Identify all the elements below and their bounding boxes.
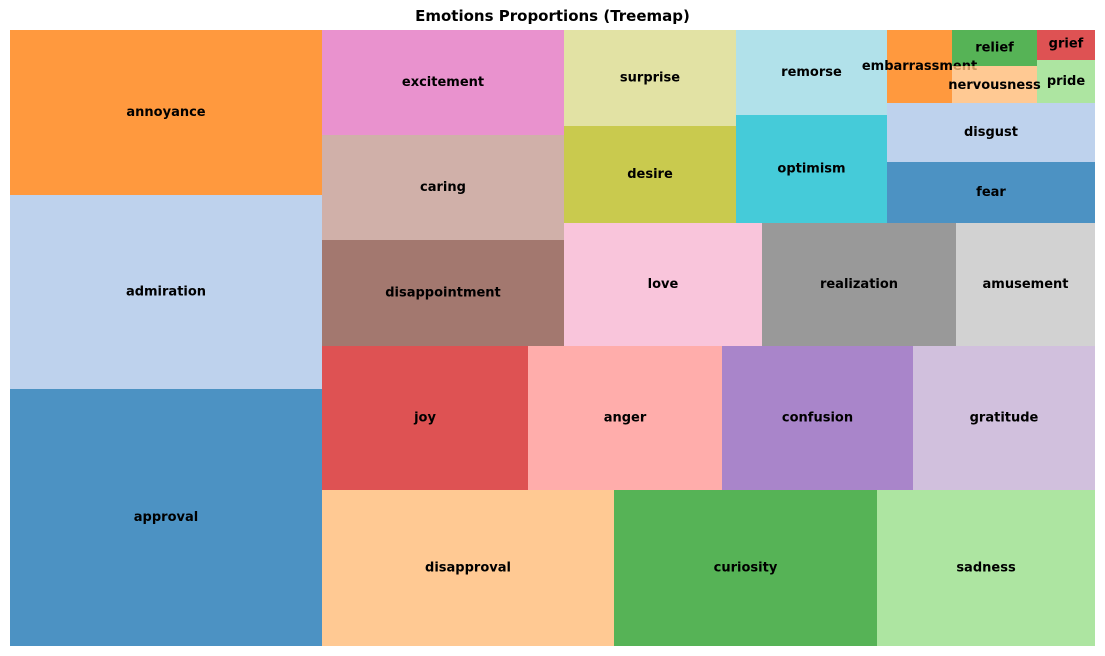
treemap-label: relief: [975, 41, 1014, 56]
treemap-rect: [913, 346, 1095, 490]
treemap-label: optimism: [777, 162, 845, 177]
treemap-tile-optimism: optimism: [736, 115, 887, 223]
treemap-label: anger: [604, 411, 647, 426]
treemap-tile-nervousness: nervousness: [948, 66, 1041, 103]
treemap-tile-love: love: [564, 223, 762, 346]
treemap-tile-pride: pride: [1037, 60, 1095, 103]
treemap-rect: [887, 162, 1095, 223]
treemap-label: annoyance: [126, 105, 205, 120]
treemap-rect: [952, 30, 1037, 66]
treemap-rect: [322, 346, 528, 490]
treemap-label: desire: [627, 167, 673, 182]
treemap-rect: [10, 195, 322, 389]
treemap-rect: [887, 103, 1095, 162]
treemap-tile-disapproval: disapproval: [322, 490, 614, 646]
treemap-label: surprise: [620, 71, 680, 86]
treemap-label: fear: [976, 185, 1006, 200]
treemap-label: approval: [134, 510, 198, 525]
treemap-tile-desire: desire: [564, 126, 736, 223]
treemap-label: joy: [413, 411, 436, 426]
treemap-rect: [10, 389, 322, 646]
treemap-rect: [528, 346, 722, 490]
treemap-tile-disgust: disgust: [887, 103, 1095, 162]
treemap-rect: [762, 223, 956, 346]
treemap-rect: [887, 30, 952, 103]
treemap-rect: [322, 30, 564, 135]
treemap-tile-curiosity: curiosity: [614, 490, 877, 646]
treemap-rect: [722, 346, 913, 490]
treemap-tile-remorse: remorse: [736, 30, 887, 115]
treemap-rect: [952, 66, 1037, 103]
treemap-label: embarrassment: [862, 59, 977, 74]
treemap-rect: [877, 490, 1095, 646]
treemap-tile-realization: realization: [762, 223, 956, 346]
treemap-tile-anger: anger: [528, 346, 722, 490]
treemap-tile-admiration: admiration: [10, 195, 322, 389]
treemap-rect: [564, 30, 736, 126]
treemap-tile-grief: grief: [1037, 30, 1095, 60]
treemap-rect: [1037, 60, 1095, 103]
treemap-rect: [564, 223, 762, 346]
treemap-label: remorse: [781, 65, 842, 80]
treemap-label: pride: [1047, 74, 1085, 89]
treemap-rect: [614, 490, 877, 646]
treemap-tile-relief: relief: [952, 30, 1037, 66]
treemap-label: sadness: [956, 561, 1016, 576]
treemap-label: curiosity: [714, 561, 778, 576]
treemap-tile-approval: approval: [10, 389, 322, 646]
chart-title: Emotions Proportions (Treemap): [415, 7, 690, 25]
treemap-tile-sadness: sadness: [877, 490, 1095, 646]
treemap-tile-embarrassment: embarrassment: [862, 30, 977, 103]
treemap-tile-confusion: confusion: [722, 346, 913, 490]
treemap-label: confusion: [782, 411, 853, 426]
treemap-label: caring: [420, 180, 466, 195]
treemap-tile-excitement: excitement: [322, 30, 564, 135]
treemap-rect: [10, 30, 322, 195]
treemap-label: gratitude: [970, 411, 1039, 426]
treemap-label: disappointment: [385, 286, 501, 301]
treemap-label: excitement: [402, 75, 484, 90]
treemap-rect: [564, 126, 736, 223]
treemap-tile-amusement: amusement: [956, 223, 1095, 346]
treemap-label: realization: [820, 277, 898, 292]
treemap-rect: [1037, 30, 1095, 60]
treemap-rect: [322, 490, 614, 646]
treemap-label: amusement: [983, 277, 1069, 292]
treemap-rect: [956, 223, 1095, 346]
treemap-tile-surprise: surprise: [564, 30, 736, 126]
treemap-rect: [322, 135, 564, 240]
treemap-label: disapproval: [425, 561, 511, 576]
treemap-label: grief: [1049, 37, 1084, 52]
treemap-tile-gratitude: gratitude: [913, 346, 1095, 490]
treemap-tile-fear: fear: [887, 162, 1095, 223]
treemap-tile-caring: caring: [322, 135, 564, 240]
treemap-tile-joy: joy: [322, 346, 528, 490]
treemap-rect: [736, 115, 887, 223]
treemap-rect: [322, 240, 564, 346]
treemap-tile-disappointment: disappointment: [322, 240, 564, 346]
treemap-label: disgust: [964, 125, 1018, 140]
treemap-rect: [736, 30, 887, 115]
treemap-label: love: [648, 277, 679, 292]
treemap-label: admiration: [126, 285, 206, 300]
treemap-label: nervousness: [948, 78, 1041, 93]
treemap-tile-annoyance: annoyance: [10, 30, 322, 195]
